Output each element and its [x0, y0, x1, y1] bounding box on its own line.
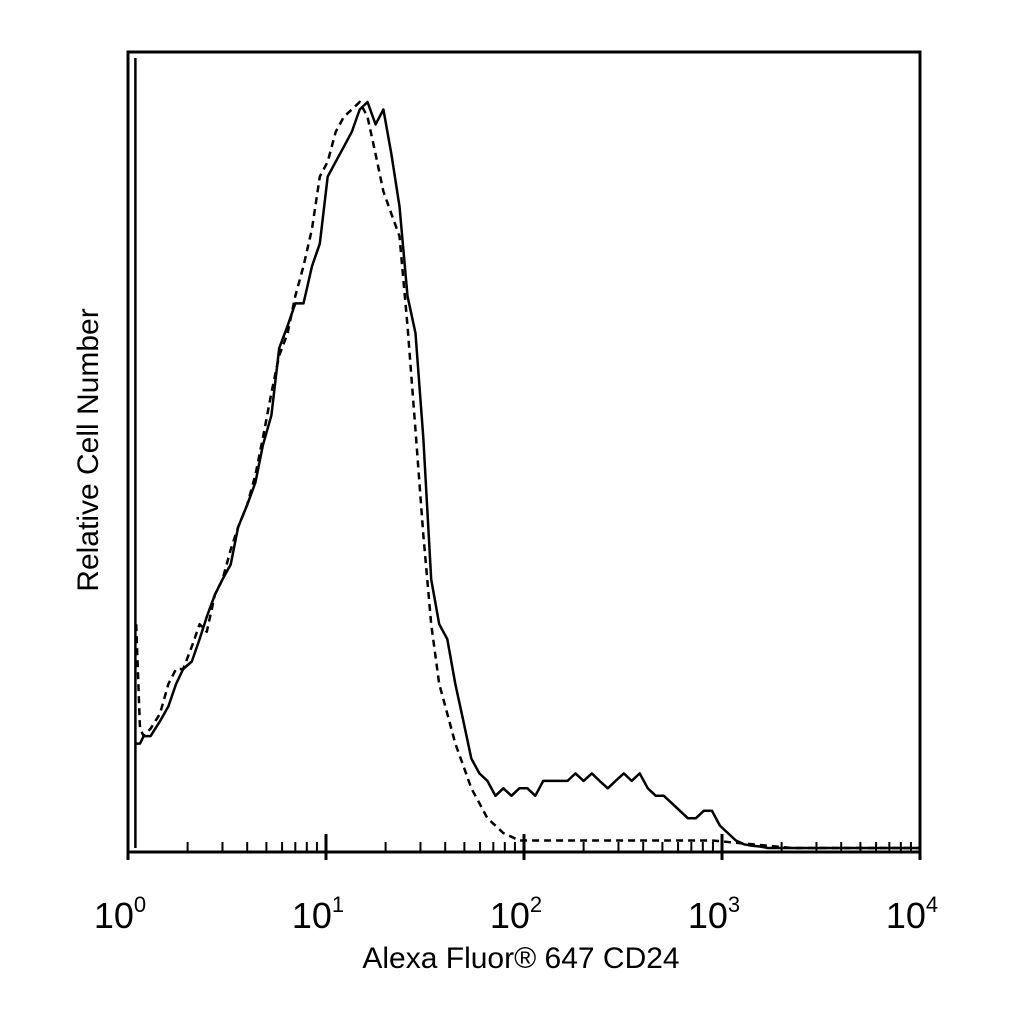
solid-series-line — [134, 58, 920, 850]
dashed-series-line — [134, 100, 920, 850]
series-layer — [134, 58, 920, 850]
y-axis-title: Relative Cell Number — [72, 308, 105, 591]
solid-histogram-series — [134, 58, 920, 850]
x-tick-label: 101 — [292, 892, 344, 936]
x-tick-label: 100 — [94, 892, 146, 936]
x-axis-title: Alexa Fluor® 647 CD24 — [362, 942, 679, 975]
x-tick-label: 104 — [886, 892, 938, 936]
x-tick-label: 103 — [688, 892, 740, 936]
x-tick-label: 102 — [490, 892, 542, 936]
plot-frame — [126, 50, 922, 854]
dashed-histogram-series — [134, 100, 920, 850]
x-tick-labels: 100 101 102 103 104 — [94, 892, 938, 936]
